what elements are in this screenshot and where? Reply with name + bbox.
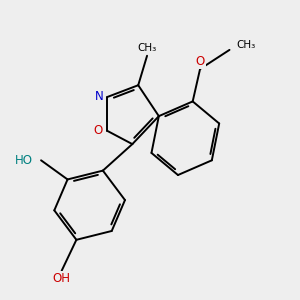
Text: HO: HO [15,154,33,167]
Text: OH: OH [53,272,71,286]
Text: O: O [94,124,103,137]
Text: CH₃: CH₃ [237,40,256,50]
Text: N: N [95,91,103,103]
Text: CH₃: CH₃ [137,44,157,53]
Text: O: O [195,55,205,68]
